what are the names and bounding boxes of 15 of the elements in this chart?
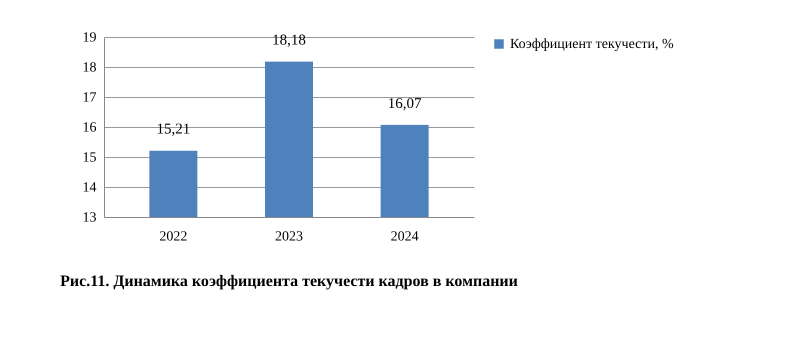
x-tick-label: 2023 — [275, 230, 303, 244]
legend-label: Коэффициент текучести, % — [510, 37, 674, 52]
x-tick-label: 2024 — [390, 230, 419, 244]
y-tick-label: 17 — [82, 90, 96, 106]
y-tick-label: 16 — [82, 120, 96, 136]
y-tick-label: 13 — [82, 210, 96, 226]
y-tick-label: 18 — [82, 60, 96, 76]
x-tick-label: 2022 — [159, 230, 188, 244]
data-label: 18,18 — [272, 32, 306, 49]
data-label: 16,07 — [388, 96, 422, 112]
y-tick-label: 14 — [82, 180, 96, 196]
y-tick-label: 19 — [82, 30, 96, 46]
data-label: 15,21 — [156, 122, 190, 138]
y-tick-label: 15 — [82, 150, 96, 166]
text: Рис.11. Динамика коэффициента текучести кадров в компании — [60, 273, 518, 290]
